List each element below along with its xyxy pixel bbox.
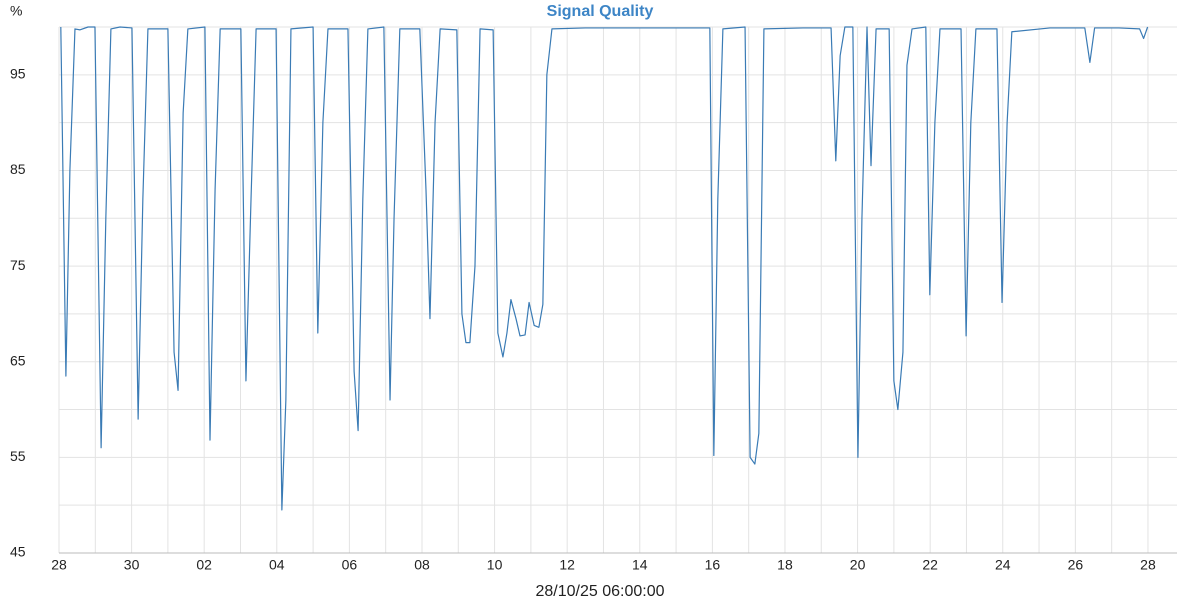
x-tick-label: 06 (342, 557, 358, 573)
x-tick-label: 16 (705, 557, 721, 573)
y-tick-label: 65 (10, 352, 26, 368)
y-tick-label: 85 (10, 161, 26, 177)
y-tick-label: 75 (10, 257, 26, 273)
y-tick-label: 55 (10, 448, 26, 464)
x-tick-label: 10 (487, 557, 503, 573)
x-tick-label: 20 (850, 557, 866, 573)
x-tick-label: 12 (559, 557, 575, 573)
y-axis-unit: % (10, 3, 22, 19)
chart-title: Signal Quality (547, 3, 654, 20)
y-tick-label: 95 (10, 66, 26, 82)
x-tick-label: 28 (1140, 557, 1156, 573)
x-tick-label: 08 (414, 557, 430, 573)
x-tick-label: 04 (269, 557, 285, 573)
x-tick-label: 24 (995, 557, 1011, 573)
x-tick-label: 26 (1068, 557, 1084, 573)
signal-line (60, 26, 1149, 511)
x-axis-title: 28/10/25 06:00:00 (535, 583, 664, 600)
x-tick-label: 22 (922, 557, 938, 573)
y-tick-label: 45 (10, 544, 26, 560)
x-tick-label: 02 (196, 557, 212, 573)
x-tick-label: 30 (124, 557, 140, 573)
x-tick-label: 14 (632, 557, 648, 573)
x-tick-label: 18 (777, 557, 793, 573)
x-tick-label: 28 (51, 557, 67, 573)
